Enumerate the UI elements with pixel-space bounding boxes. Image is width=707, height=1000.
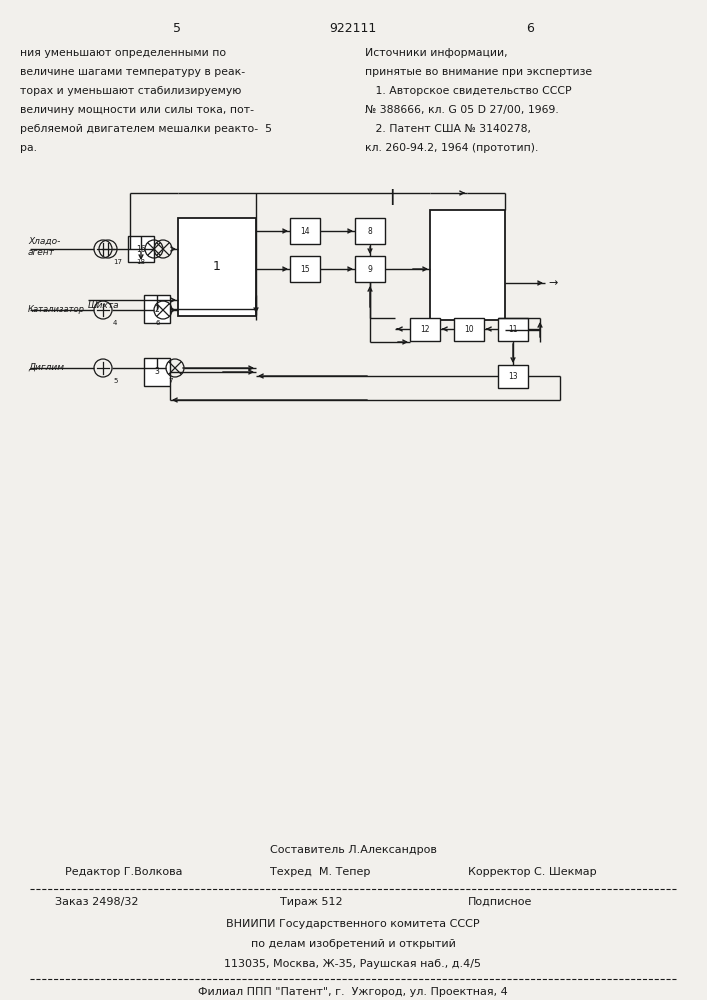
Text: Техред  М. Тепер: Техред М. Тепер <box>270 867 370 877</box>
Bar <box>290 256 320 282</box>
Bar <box>430 210 505 320</box>
Text: Редактор Г.Волкова: Редактор Г.Волкова <box>65 867 182 877</box>
Text: 3: 3 <box>155 367 160 376</box>
Text: величине шагами температуру в реак-: величине шагами температуру в реак- <box>20 67 245 77</box>
Text: 5: 5 <box>113 378 117 384</box>
Bar <box>498 365 528 388</box>
Text: |: | <box>389 189 395 205</box>
Text: величину мощности или силы тока, пот-: величину мощности или силы тока, пот- <box>20 105 254 115</box>
Bar <box>290 218 320 244</box>
Text: кл. 260-94.2, 1964 (прототип).: кл. 260-94.2, 1964 (прототип). <box>365 143 538 153</box>
Bar <box>144 358 170 386</box>
Bar <box>144 295 170 323</box>
Text: принятые во внимание при экспертизе: принятые во внимание при экспертизе <box>365 67 592 77</box>
Text: по делам изобретений и открытий: по делам изобретений и открытий <box>250 939 455 949</box>
Text: 1: 1 <box>213 260 221 273</box>
Text: 17: 17 <box>113 259 122 265</box>
Text: 113035, Москва, Ж-35, Раушская наб., д.4/5: 113035, Москва, Ж-35, Раушская наб., д.4… <box>225 959 481 969</box>
Text: 5: 5 <box>173 22 181 35</box>
Text: 7: 7 <box>168 378 173 384</box>
Text: Заказ 2498/32: Заказ 2498/32 <box>55 897 139 907</box>
Text: 922111: 922111 <box>329 22 377 35</box>
Text: ния уменьшают определенными по: ния уменьшают определенными по <box>20 48 226 58</box>
Text: 13: 13 <box>508 372 518 381</box>
Text: Шихта: Шихта <box>88 301 119 310</box>
Bar <box>355 256 385 282</box>
Text: Филиал ППП "Патент", г.  Ужгород, ул. Проектная, 4: Филиал ППП "Патент", г. Ужгород, ул. Про… <box>198 987 508 997</box>
Text: 9: 9 <box>368 264 373 273</box>
Text: 6: 6 <box>526 22 534 35</box>
Text: 15: 15 <box>300 264 310 273</box>
Text: Корректор С. Шекмар: Корректор С. Шекмар <box>468 867 597 877</box>
Text: агент: агент <box>28 248 55 257</box>
Text: 2: 2 <box>155 304 159 314</box>
Text: Подписное: Подписное <box>468 897 532 907</box>
Text: 12: 12 <box>420 325 430 334</box>
Text: Источники информации,: Источники информации, <box>365 48 508 58</box>
Bar <box>410 318 440 341</box>
Text: 1. Авторское свидетельство СССР: 1. Авторское свидетельство СССР <box>365 86 572 96</box>
Text: 8: 8 <box>368 227 373 235</box>
Bar <box>498 318 528 341</box>
Text: Тираж 512: Тираж 512 <box>280 897 343 907</box>
Text: Составитель Л.Александров: Составитель Л.Александров <box>269 845 436 855</box>
Text: Диглим: Диглим <box>28 363 64 372</box>
Text: Катализатор: Катализатор <box>28 305 85 314</box>
Text: 11: 11 <box>508 325 518 334</box>
Text: ВНИИПИ Государственного комитета СССР: ВНИИПИ Государственного комитета СССР <box>226 919 480 929</box>
Text: 16: 16 <box>136 244 146 253</box>
Bar <box>355 218 385 244</box>
Text: 10: 10 <box>464 325 474 334</box>
Text: 18: 18 <box>136 259 145 265</box>
Text: 14: 14 <box>300 227 310 235</box>
Bar <box>454 318 484 341</box>
Text: 6: 6 <box>155 320 160 326</box>
Bar <box>128 236 154 262</box>
Text: № 388666, кл. G 05 D 27/00, 1969.: № 388666, кл. G 05 D 27/00, 1969. <box>365 105 559 115</box>
Text: Хладо-: Хладо- <box>28 237 60 246</box>
Text: →: → <box>548 278 557 288</box>
Text: торах и уменьшают стабилизируемую: торах и уменьшают стабилизируемую <box>20 86 241 96</box>
Bar <box>178 218 256 316</box>
Text: ребляемой двигателем мешалки реакто-  5: ребляемой двигателем мешалки реакто- 5 <box>20 124 272 134</box>
Text: ра.: ра. <box>20 143 37 153</box>
Text: 4: 4 <box>113 320 117 326</box>
Text: 2. Патент США № 3140278,: 2. Патент США № 3140278, <box>365 124 531 134</box>
